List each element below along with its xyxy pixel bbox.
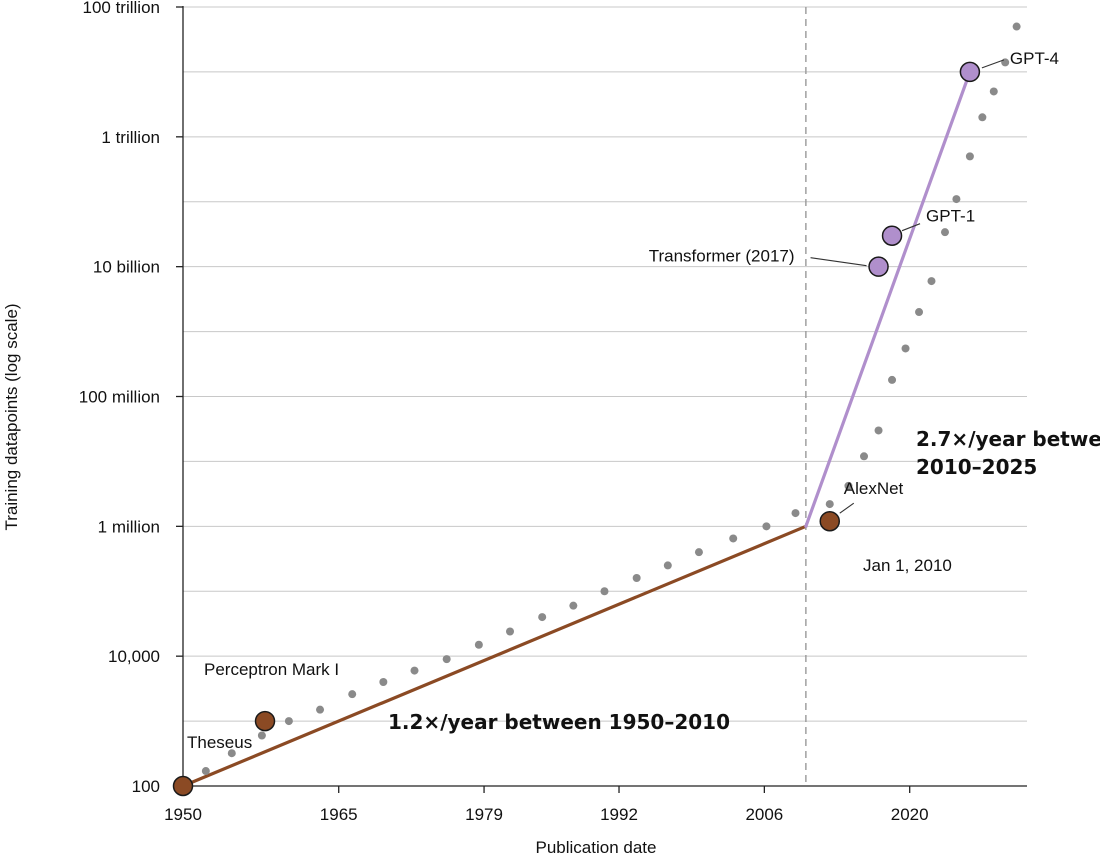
y-axis-ticks: 100 10,000 1 million 100 million 10 billion 1… bbox=[79, 0, 183, 796]
milestone-marker bbox=[881, 225, 903, 246]
data-point bbox=[348, 690, 357, 699]
data-point bbox=[632, 573, 641, 582]
data-point bbox=[410, 666, 419, 675]
trend-line-early bbox=[181, 524, 808, 788]
data-point bbox=[729, 534, 738, 543]
data-point bbox=[844, 481, 853, 490]
trend-label-early: 1.2×/year between 1950–2010 bbox=[388, 710, 730, 734]
data-point bbox=[379, 677, 388, 686]
milestone-marker bbox=[819, 510, 841, 532]
y-tick-label: 100 bbox=[132, 777, 160, 796]
milestone-leader-line bbox=[901, 223, 921, 232]
data-point bbox=[227, 749, 236, 758]
data-point bbox=[442, 655, 451, 664]
data-point bbox=[860, 452, 869, 461]
milestone-leader-line bbox=[981, 59, 1005, 69]
data-point bbox=[474, 640, 483, 649]
data-point bbox=[762, 522, 771, 531]
data-point bbox=[915, 308, 924, 317]
data-point bbox=[600, 587, 609, 596]
data-point bbox=[989, 87, 998, 96]
data-point bbox=[952, 195, 961, 204]
data-point bbox=[927, 277, 936, 286]
y-axis-title: Training datapoints (log scale) bbox=[2, 303, 21, 530]
data-point bbox=[506, 627, 515, 636]
data-point bbox=[825, 500, 834, 509]
data-point bbox=[694, 548, 703, 557]
x-tick-label: 1992 bbox=[600, 805, 638, 824]
y-tick-label: 1 million bbox=[98, 517, 160, 536]
milestone-label: Transformer (2017) bbox=[649, 247, 795, 266]
milestone-marker bbox=[868, 256, 889, 277]
y-tick-label: 10 billion bbox=[93, 258, 160, 277]
x-tick-label: 1965 bbox=[320, 805, 358, 824]
data-point bbox=[316, 705, 325, 714]
x-tick-label: 1950 bbox=[164, 805, 202, 824]
data-point bbox=[888, 375, 897, 384]
milestone-marker bbox=[254, 710, 276, 732]
data-point bbox=[284, 717, 293, 726]
x-tick-label: 1979 bbox=[465, 805, 503, 824]
x-tick-label: 2006 bbox=[745, 805, 783, 824]
data-point bbox=[791, 509, 800, 518]
y-tick-label: 1 trillion bbox=[101, 128, 160, 147]
data-point bbox=[940, 228, 949, 237]
trend-label-late-line2: 2010–2025 bbox=[916, 455, 1037, 479]
data-points bbox=[201, 22, 1021, 776]
milestone-label: Perceptron Mark I bbox=[204, 660, 339, 679]
trend-label-late-line1: 2.7×/year between bbox=[916, 427, 1100, 451]
milestone-label: AlexNet bbox=[844, 479, 904, 498]
data-point bbox=[901, 344, 910, 353]
milestone-label: Theseus bbox=[187, 733, 252, 752]
data-point bbox=[257, 731, 266, 740]
milestone-markers: Theseus Perceptron Mark I AlexNet Transform… bbox=[172, 49, 1059, 797]
x-axis-ticks: 1950 1965 1979 1992 2006 2020 bbox=[164, 786, 929, 824]
vline-label: Jan 1, 2010 bbox=[863, 556, 952, 575]
data-point bbox=[663, 561, 672, 570]
data-point bbox=[569, 601, 578, 610]
data-point bbox=[978, 113, 987, 122]
milestone-leader-line bbox=[810, 257, 867, 267]
trend-line-late bbox=[804, 70, 972, 528]
grid-lines bbox=[183, 6, 1027, 722]
milestone-label: GPT-4 bbox=[1010, 49, 1059, 68]
y-tick-label: 100 trillion bbox=[83, 0, 161, 17]
y-tick-label: 10,000 bbox=[108, 647, 160, 666]
milestone-leader-line bbox=[839, 502, 855, 514]
data-point bbox=[1012, 22, 1021, 31]
data-point bbox=[965, 152, 974, 161]
data-point bbox=[874, 426, 883, 435]
y-tick-label: 100 million bbox=[79, 388, 160, 407]
data-point bbox=[538, 613, 547, 622]
milestone-marker bbox=[959, 61, 981, 83]
x-tick-label: 2020 bbox=[891, 805, 929, 824]
x-axis-title: Publication date bbox=[536, 838, 657, 857]
data-point bbox=[1001, 58, 1010, 67]
data-point bbox=[201, 767, 210, 776]
milestone-label: GPT-1 bbox=[926, 207, 975, 226]
milestone-marker bbox=[172, 775, 194, 797]
trend-lines bbox=[181, 70, 972, 788]
